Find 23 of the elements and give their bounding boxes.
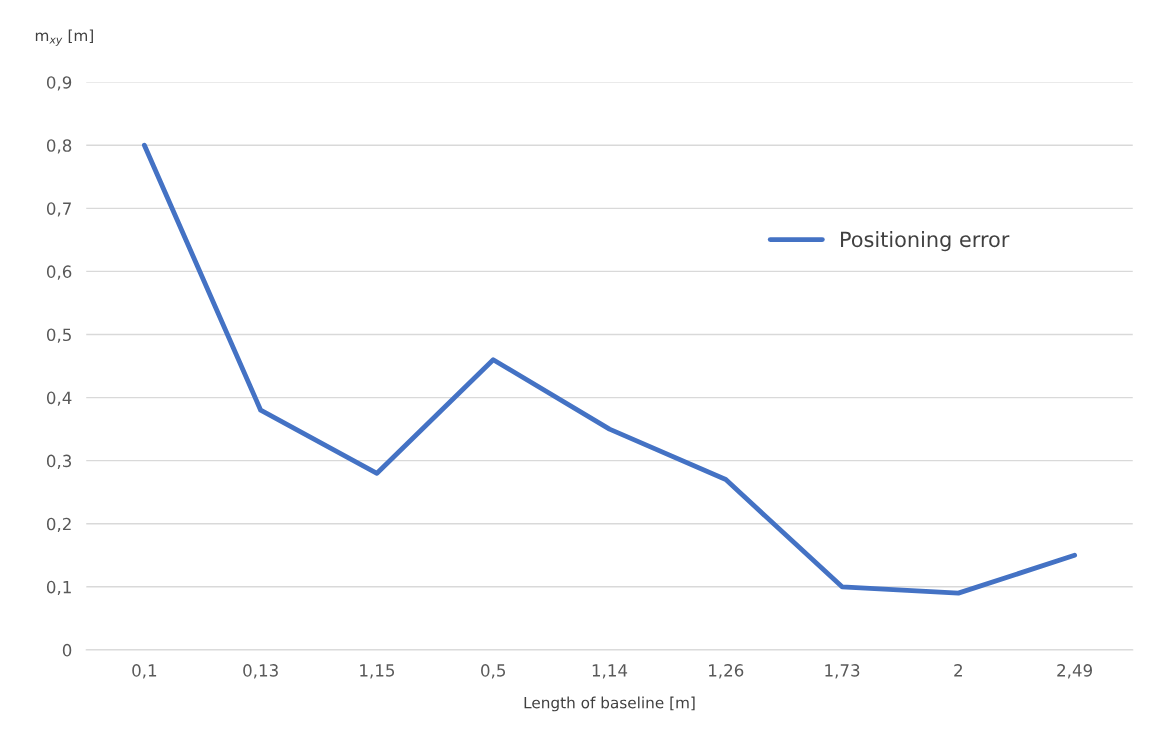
x-tick-label: 0,5 xyxy=(481,664,506,679)
x-tick-label: 2 xyxy=(954,664,962,677)
line-series xyxy=(141,142,1078,596)
y-tick-label: 0,9 xyxy=(46,76,72,91)
x-tick-label: 1,14 xyxy=(592,664,628,679)
x-tick-label: 1,26 xyxy=(709,664,744,679)
x-tick-label: 1,73 xyxy=(825,664,860,679)
x-tick-label: 2,49 xyxy=(1057,664,1092,679)
y-tick-label: 0,6 xyxy=(46,265,72,280)
y-tick-label: 0 xyxy=(62,643,72,657)
y-axis-title: m$_{xy}$ [m] xyxy=(35,29,93,46)
y-tick-label: 0,1 xyxy=(46,580,71,596)
y-tick-label: 0,3 xyxy=(46,454,72,469)
x-tick-label: 0,1 xyxy=(132,664,157,679)
x-axis-title: Length of baseline [m] xyxy=(524,696,695,712)
legend-label: Positioning error xyxy=(841,231,1010,252)
x-tick-label: 1,15 xyxy=(360,664,395,679)
y-tick-label: 0,8 xyxy=(46,139,72,154)
y-tick-label: 0,2 xyxy=(46,517,71,532)
y-tick-label: 0,5 xyxy=(46,328,71,343)
x-tick-label: 0,13 xyxy=(243,664,278,679)
y-tick-label: 0,4 xyxy=(46,391,72,406)
y-tick-label: 0,7 xyxy=(46,202,71,217)
